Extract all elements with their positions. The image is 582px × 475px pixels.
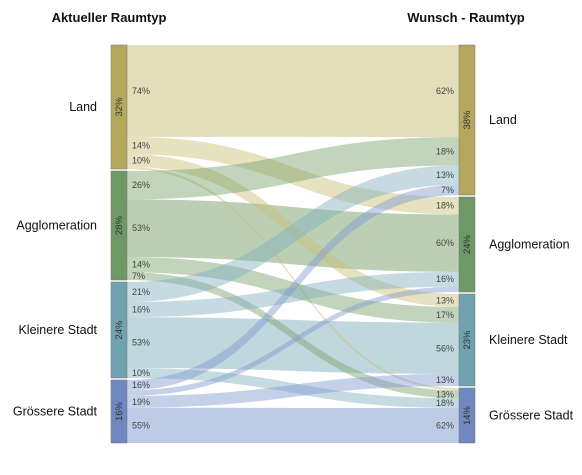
flow-kleinere-stadt-to-gr-ssere-stadt	[127, 368, 459, 409]
right-node-agglomeration	[458, 196, 476, 293]
flow-agglomeration-to-agglomeration-out-label: 53%	[132, 223, 150, 233]
right-share-gr-ssere-stadt: 14%	[462, 405, 473, 425]
left-label-kleinere-stadt: Kleinere Stadt	[18, 323, 97, 337]
flow-agglomeration-to-kleinere-stadt	[127, 257, 459, 323]
right-node-kleinere-stadt	[458, 293, 476, 387]
flow-gr-ssere-stadt-to-gr-ssere-stadt-out-label: 55%	[132, 420, 150, 430]
right-label-land: Land	[489, 113, 517, 127]
flow-kleinere-stadt-to-agglomeration	[127, 271, 459, 318]
right-label-gr-ssere-stadt: Grössere Stadt	[489, 409, 574, 423]
left-share-gr-ssere-stadt: 16%	[114, 401, 125, 421]
right-share-land: 38%	[462, 110, 473, 130]
flow-kleinere-stadt-to-land-in-label: 13%	[436, 170, 454, 180]
flow-agglomeration-to-gr-ssere-stadt	[127, 272, 459, 399]
flow-land-to-agglomeration	[127, 136, 459, 215]
flow-land-to-agglomeration-in-label: 18%	[436, 201, 454, 211]
left-node-gr-ssere-stadt	[110, 379, 128, 444]
flow-gr-ssere-stadt-to-kleinere-stadt-in-label: 13%	[436, 375, 454, 385]
right-node-land	[458, 44, 476, 196]
left-node-kleinere-stadt	[110, 281, 128, 379]
flow-kleinere-stadt-to-land	[127, 165, 459, 302]
flow-kleinere-stadt-to-kleinere-stadt	[127, 317, 459, 374]
flow-agglomeration-to-land-in-label: 18%	[436, 146, 454, 156]
left-share-agglomeration: 28%	[114, 215, 125, 235]
left-share-kleinere-stadt: 24%	[114, 320, 125, 340]
flow-gr-ssere-stadt-to-kleinere-stadt-out-label: 19%	[132, 397, 150, 407]
flow-kleinere-stadt-to-land-out-label: 21%	[132, 287, 150, 297]
flow-land-to-kleinere-stadt	[127, 154, 459, 307]
flow-kleinere-stadt-to-gr-ssere-stadt-out-label: 10%	[132, 368, 150, 378]
node-group	[110, 44, 476, 444]
right-node-gr-ssere-stadt	[458, 387, 476, 444]
flow-kleinere-stadt-to-kleinere-stadt-in-label: 56%	[436, 343, 454, 353]
flow-gr-ssere-stadt-to-land	[127, 184, 459, 391]
flow-land-to-land-in-label: 62%	[436, 86, 454, 96]
flow-agglomeration-to-kleinere-stadt-out-label: 14%	[132, 260, 150, 270]
flow-land-to-gr-ssere-stadt	[127, 166, 459, 391]
flow-agglomeration-to-agglomeration-in-label: 60%	[436, 238, 454, 248]
flow-land-to-kleinere-stadt-out-label: 10%	[132, 155, 150, 165]
flow-gr-ssere-stadt-to-kleinere-stadt	[127, 373, 459, 408]
flow-kleinere-stadt-to-agglomeration-out-label: 16%	[132, 305, 150, 315]
right-label-kleinere-stadt: Kleinere Stadt	[489, 333, 568, 347]
flow-kleinere-stadt-to-agglomeration-in-label: 16%	[436, 274, 454, 284]
flow-gr-ssere-stadt-to-agglomeration	[127, 286, 459, 396]
flow-gr-ssere-stadt-to-land-in-label: 7%	[441, 185, 454, 195]
label-group: 32% 38% Land Land 28% 24% Agglomeration Agglome…	[13, 86, 574, 431]
left-label-agglomeration: Agglomeration	[16, 219, 97, 233]
flow-agglomeration-to-agglomeration	[127, 199, 459, 272]
flow-gr-ssere-stadt-to-gr-ssere-stadt-in-label: 62%	[436, 421, 454, 431]
flow-land-to-kleinere-stadt-in-label: 13%	[436, 295, 454, 305]
flow-agglomeration-to-land-out-label: 26%	[132, 180, 150, 190]
flow-land-to-agglomeration-out-label: 14%	[132, 141, 150, 151]
flow-group	[127, 45, 459, 443]
right-title: Wunsch - Raumtyp	[407, 10, 525, 25]
right-share-kleinere-stadt: 23%	[462, 330, 473, 350]
flow-agglomeration-to-land	[127, 137, 459, 200]
flow-gr-ssere-stadt-to-gr-ssere-stadt	[127, 407, 459, 443]
flow-agglomeration-to-kleinere-stadt-in-label: 17%	[436, 310, 454, 320]
flow-agglomeration-to-gr-ssere-stadt-in-label: 13%	[436, 389, 454, 399]
left-title: Aktueller Raumtyp	[52, 10, 167, 25]
flow-agglomeration-to-gr-ssere-stadt-out-label: 7%	[132, 271, 145, 281]
flow-land-to-land	[127, 45, 459, 138]
flow-land-to-land-out-label: 74%	[132, 86, 150, 96]
flow-gr-ssere-stadt-to-land-out-label: 16%	[132, 380, 150, 390]
left-label-land: Land	[69, 100, 97, 114]
right-share-agglomeration: 24%	[462, 234, 473, 254]
flow-kleinere-stadt-to-kleinere-stadt-out-label: 53%	[132, 338, 150, 348]
flow-kleinere-stadt-to-gr-ssere-stadt-in-label: 18%	[436, 398, 454, 408]
left-label-gr-ssere-stadt: Grössere Stadt	[13, 405, 98, 419]
left-share-land: 32%	[114, 97, 125, 117]
right-label-agglomeration: Agglomeration	[489, 238, 570, 252]
left-node-agglomeration	[110, 170, 128, 281]
left-node-land	[110, 44, 128, 170]
